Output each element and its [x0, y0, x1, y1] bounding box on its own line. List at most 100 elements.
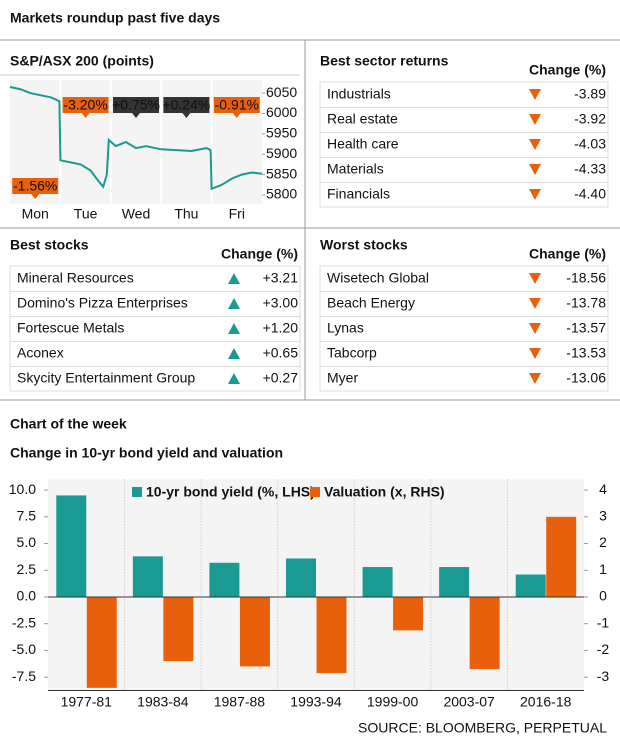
up-arrow — [228, 273, 240, 284]
x-tick-label: Thu — [174, 206, 198, 222]
chart-title: S&P/ASX 200 (points) — [10, 53, 154, 69]
x-tick-label: 1987-88 — [214, 694, 266, 710]
y-tick-label: 5.0 — [17, 534, 37, 550]
badge-pointer — [232, 113, 241, 118]
badge-pointer — [81, 113, 90, 118]
up-arrow — [228, 323, 240, 334]
table-frame — [319, 265, 609, 392]
up-arrow — [228, 373, 240, 384]
change-badge — [113, 97, 159, 113]
change-label: -3.20% — [63, 97, 107, 113]
y2-tick-label: 3 — [599, 508, 607, 524]
legend-label: Valuation (x, RHS) — [324, 484, 445, 500]
row-name: Aconex — [17, 345, 64, 361]
change-label: +0.24% — [162, 97, 210, 113]
bar — [515, 574, 546, 597]
bar — [86, 596, 117, 688]
bar — [56, 495, 87, 597]
bar — [393, 596, 424, 631]
y2-tick-label: -1 — [597, 614, 610, 630]
row-value: +0.65 — [263, 345, 299, 361]
chart-title: Change in 10-yr bond yield and valuation — [10, 445, 283, 461]
row-value: +1.20 — [263, 320, 299, 336]
x-tick-label: 2003-07 — [443, 694, 495, 710]
row-name: Industrials — [327, 86, 391, 102]
y-tick-label: 2.5 — [17, 561, 37, 577]
y-tick-label: 5900 — [266, 145, 297, 161]
row-name: Beach Energy — [327, 295, 415, 311]
down-arrow — [529, 164, 541, 175]
y2-tick-label: 0 — [599, 588, 607, 604]
row-value: +3.21 — [263, 270, 299, 286]
bar — [316, 596, 347, 674]
table-frame — [9, 265, 301, 392]
row-value: -13.06 — [566, 370, 606, 386]
y2-tick-label: 4 — [599, 481, 607, 497]
y2-tick-label: 1 — [599, 561, 607, 577]
legend-swatch — [310, 487, 320, 497]
x-tick-label: 1993-94 — [290, 694, 342, 710]
row-value: -4.33 — [574, 161, 606, 177]
y-tick-label: -7.5 — [12, 668, 36, 684]
y-tick-label: 5850 — [266, 165, 297, 181]
row-value: -13.53 — [566, 345, 606, 361]
change-badge — [62, 97, 109, 113]
down-arrow — [529, 348, 541, 359]
down-arrow — [529, 189, 541, 200]
bar — [286, 558, 316, 597]
bar — [439, 567, 470, 597]
y-tick-label: 5800 — [266, 186, 297, 202]
column-header: Change (%) — [221, 246, 298, 262]
bar — [546, 516, 577, 597]
down-arrow — [529, 114, 541, 125]
y-tick-label: -5.0 — [12, 641, 36, 657]
x-tick-label: Mon — [22, 206, 49, 222]
y-tick-label: 10.0 — [9, 481, 36, 497]
x-tick-label: 1999-00 — [367, 694, 419, 710]
table-frame — [319, 81, 609, 208]
down-arrow — [529, 139, 541, 150]
source: SOURCE: BLOOMBERG, PERPETUAL — [358, 720, 607, 736]
y-tick-label: 6050 — [266, 84, 297, 100]
x-tick-label: 1977-81 — [61, 694, 113, 710]
table-title: Best sector returns — [320, 53, 449, 69]
section-title: Chart of the week — [10, 416, 127, 432]
row-name: Domino's Pizza Enterprises — [17, 295, 188, 311]
x-tick-label: Fri — [229, 206, 245, 222]
legend-label: 10-yr bond yield (%, LHS) — [146, 484, 315, 500]
bar — [239, 596, 270, 667]
x-tick-label: Tue — [74, 206, 98, 222]
x-tick-label: Wed — [122, 206, 151, 222]
row-value: -3.92 — [574, 111, 606, 127]
row-name: Tabcorp — [327, 345, 377, 361]
y-tick-label: -2.5 — [12, 614, 36, 630]
change-label: -1.56% — [13, 178, 57, 194]
y2-tick-label: -2 — [597, 641, 610, 657]
index-line — [9, 86, 263, 191]
up-arrow — [228, 298, 240, 309]
down-arrow — [529, 89, 541, 100]
y-tick-label: 5950 — [266, 125, 297, 141]
y-tick-label: 6000 — [266, 104, 297, 120]
y-tick-label: 0.0 — [17, 588, 37, 604]
down-arrow — [529, 373, 541, 384]
x-tick-label: 2016-18 — [520, 694, 572, 710]
table-title: Best stocks — [10, 237, 89, 253]
change-label: -0.91% — [215, 97, 259, 113]
column-header: Change (%) — [529, 246, 606, 262]
y2-tick-label: 2 — [599, 534, 607, 550]
legend-swatch — [132, 487, 142, 497]
row-name: Wisetech Global — [327, 270, 429, 286]
table-title: Worst stocks — [320, 237, 408, 253]
row-value: -13.57 — [566, 320, 606, 336]
bar — [362, 567, 393, 597]
row-name: Mineral Resources — [17, 270, 134, 286]
row-name: Real estate — [327, 111, 398, 127]
bar — [163, 596, 194, 662]
row-value: -4.03 — [574, 136, 606, 152]
badge-pointer — [182, 113, 191, 118]
down-arrow — [529, 323, 541, 334]
row-value: +3.00 — [263, 295, 299, 311]
row-value: -4.40 — [574, 186, 606, 202]
